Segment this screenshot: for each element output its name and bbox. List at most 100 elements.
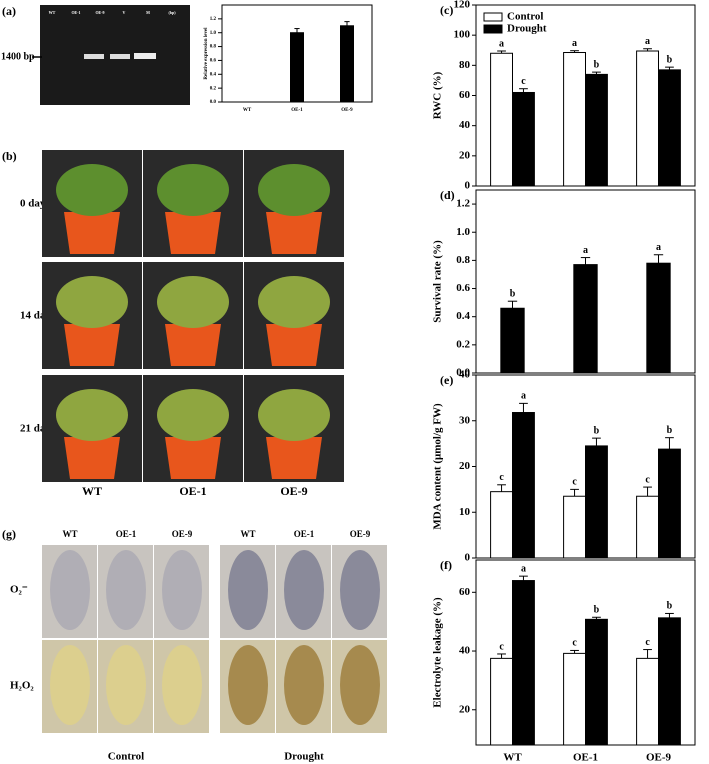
y-tick-label: 30 <box>459 414 471 426</box>
significance-letter: a <box>583 245 588 256</box>
column-label: WT <box>82 484 102 498</box>
y-tick-label: 40 <box>459 119 471 131</box>
significance-letter: c <box>645 474 650 485</box>
leaf <box>50 550 90 630</box>
significance-letter: c <box>572 477 577 488</box>
y-tick-label: 0 <box>465 552 471 564</box>
bar <box>490 52 514 187</box>
column-label: OE-9 <box>350 529 371 539</box>
bar <box>490 491 514 559</box>
x-tick-label: OE-9 <box>341 108 353 113</box>
group-label: Control <box>108 751 144 763</box>
x-tick-label: OE-1 <box>291 108 303 113</box>
y-tick-label: 0.8 <box>210 45 217 50</box>
pot <box>64 324 120 366</box>
error-bar <box>497 653 506 659</box>
bar <box>636 657 659 746</box>
pot <box>165 324 221 366</box>
bar <box>646 262 671 374</box>
y-tick-label: 0 <box>465 180 471 192</box>
lane-label: (bp) <box>168 10 176 15</box>
bar <box>658 448 681 559</box>
y-tick-label: 1.2 <box>456 198 470 210</box>
bar <box>585 445 608 559</box>
group-label: Drought <box>284 751 324 763</box>
y-tick-label: 40 <box>459 645 471 657</box>
pot <box>165 437 221 479</box>
leaf <box>228 645 268 725</box>
legend-swatch <box>483 12 503 22</box>
column-label: WT <box>240 529 255 539</box>
error-bar <box>570 649 579 654</box>
significance-letter: a <box>521 563 526 574</box>
y-tick-label: 10 <box>459 506 471 518</box>
error-bar <box>570 488 579 497</box>
row-label: H₂O₂ <box>10 680 34 692</box>
foliage <box>258 276 330 328</box>
error-bar <box>519 88 528 93</box>
error-bar <box>643 649 652 659</box>
leaf <box>106 645 146 725</box>
significance-letter: a <box>499 38 504 49</box>
panel-label: (e) <box>440 373 453 387</box>
error-bar <box>665 66 674 70</box>
y-tick-label: 40 <box>459 369 471 381</box>
column-label: OE-9 <box>280 484 307 498</box>
bar <box>658 69 681 187</box>
panel-a: (a) 1400 bp <box>1 4 190 105</box>
y-tick-label: 1.0 <box>456 226 470 238</box>
y-tick-label: 0.6 <box>456 282 470 294</box>
bar <box>512 91 535 187</box>
significance-letter: b <box>594 425 600 436</box>
y-axis-label: RWC (%) <box>432 71 444 119</box>
error-bar <box>665 612 674 618</box>
bar <box>340 25 354 103</box>
y-tick-label: 60 <box>459 586 471 598</box>
y-axis-label: MDA content (μmol/g FW) <box>432 403 444 530</box>
foliage <box>56 389 128 441</box>
significance-letter: a <box>572 38 577 49</box>
foliage <box>56 164 128 216</box>
lane-label: M <box>146 10 150 15</box>
leaf <box>162 550 202 630</box>
y-tick-label: 0.2 <box>456 338 470 350</box>
bar <box>573 264 598 374</box>
significance-letter: a <box>656 242 661 253</box>
y-tick-label: 1.0 <box>210 31 217 36</box>
leaf <box>228 550 268 630</box>
foliage <box>258 164 330 216</box>
panel-label: (b) <box>2 149 17 163</box>
pot <box>165 212 221 254</box>
column-label: OE-1 <box>116 529 137 539</box>
row-label: 0 day <box>20 198 46 210</box>
bar <box>585 73 608 187</box>
y-tick-label: 120 <box>454 0 471 11</box>
error-bar <box>653 254 664 264</box>
bar <box>636 495 659 559</box>
significance-letter: b <box>510 289 516 300</box>
pot <box>64 212 120 254</box>
significance-letter: c <box>645 637 650 648</box>
error-bar <box>497 484 506 492</box>
y-tick-label: 20 <box>459 703 471 715</box>
y-tick-label: 1.2 <box>210 17 217 22</box>
y-tick-label: 60 <box>459 89 471 101</box>
significance-letter: a <box>645 36 650 47</box>
pot <box>266 324 322 366</box>
lane-label: V <box>123 10 126 15</box>
leaf <box>284 550 324 630</box>
lane-label: WT <box>49 10 56 15</box>
legend-label: Control <box>507 11 543 23</box>
significance-letter: c <box>521 76 526 87</box>
bar <box>636 50 659 187</box>
gel-band <box>134 53 156 59</box>
column-label: OE-1 <box>179 484 206 498</box>
error-bar <box>570 50 579 53</box>
x-tick-label: OE-1 <box>573 752 598 764</box>
leaf <box>106 550 146 630</box>
foliage <box>258 389 330 441</box>
error-bar <box>580 257 591 265</box>
pot <box>266 212 322 254</box>
foliage <box>157 389 229 441</box>
